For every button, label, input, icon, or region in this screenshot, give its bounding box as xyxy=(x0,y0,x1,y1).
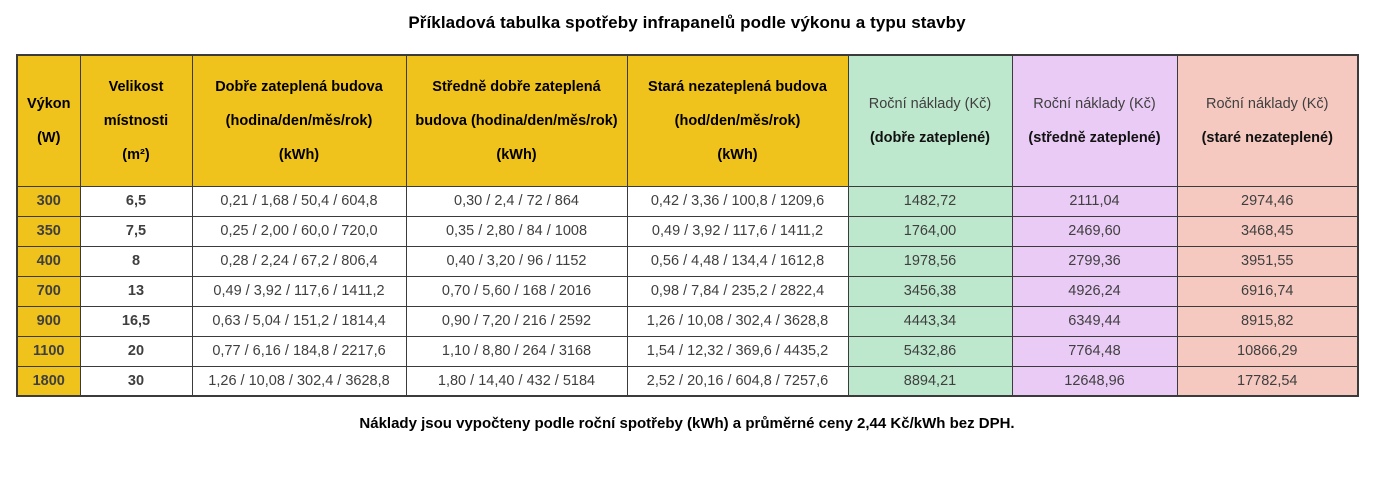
cell-consumption-medium: 0,40 / 3,20 / 96 / 1152 xyxy=(405,245,628,277)
footnote: Náklady jsou vypočteny podle roční spotř… xyxy=(359,415,1015,432)
cell-cost-old: 6916,74 xyxy=(1176,275,1359,307)
cell-cost-old: 10866,29 xyxy=(1176,335,1359,367)
consumption-table: Výkon (W) Velikost místnosti (m²) Dobře … xyxy=(16,54,1359,397)
header-line: Stará nezateplená budova xyxy=(648,78,827,95)
cell-consumption-well: 0,63 / 5,04 / 151,2 / 1814,4 xyxy=(191,305,407,337)
cell-consumption-well: 0,28 / 2,24 / 67,2 / 806,4 xyxy=(191,245,407,277)
header-line: (m²) xyxy=(122,146,150,163)
header-line: (dobře zateplené) xyxy=(869,129,991,146)
header-line: Roční náklady (Kč) xyxy=(1206,95,1329,112)
cell-room-size: 8 xyxy=(79,245,193,277)
cell-cost-old: 3951,55 xyxy=(1176,245,1359,277)
header-line: Dobře zateplená budova xyxy=(215,78,383,95)
cell-room-size: 16,5 xyxy=(79,305,193,337)
cell-consumption-old: 2,52 / 20,16 / 604,8 / 7257,6 xyxy=(626,365,849,397)
cell-room-size: 30 xyxy=(79,365,193,397)
header-line: (hod/den/měs/rok) xyxy=(674,112,801,129)
page-title: Příkladová tabulka spotřeby infrapanelů … xyxy=(408,13,966,32)
cell-consumption-medium: 1,10 / 8,80 / 264 / 3168 xyxy=(405,335,628,367)
header-row: Výkon (W) Velikost místnosti (m²) Dobře … xyxy=(16,54,1359,187)
cell-room-size: 20 xyxy=(79,335,193,367)
table-row: 1100 20 0,77 / 6,16 / 184,8 / 2217,6 1,1… xyxy=(16,335,1359,367)
cell-consumption-old: 0,49 / 3,92 / 117,6 / 1411,2 xyxy=(626,215,849,247)
cell-consumption-medium: 0,30 / 2,4 / 72 / 864 xyxy=(405,185,628,217)
cell-power: 700 xyxy=(16,275,81,307)
cell-consumption-medium: 0,35 / 2,80 / 84 / 1008 xyxy=(405,215,628,247)
header-line: (kWh) xyxy=(496,146,537,163)
cell-room-size: 6,5 xyxy=(79,185,193,217)
cell-consumption-medium: 1,80 / 14,40 / 432 / 5184 xyxy=(405,365,628,397)
cell-consumption-well: 0,49 / 3,92 / 117,6 / 1411,2 xyxy=(191,275,407,307)
cell-cost-medium: 2469,60 xyxy=(1011,215,1178,247)
header-cost-medium: Roční náklady (Kč) (středně zateplené) xyxy=(1011,54,1178,187)
cell-power: 1100 xyxy=(16,335,81,367)
cell-cost-well: 1978,56 xyxy=(847,245,1013,277)
cell-power: 1800 xyxy=(16,365,81,397)
header-cost-old: Roční náklady (Kč) (staré nezateplené) xyxy=(1176,54,1359,187)
cell-cost-old: 17782,54 xyxy=(1176,365,1359,397)
header-cost-well: Roční náklady (Kč) (dobře zateplené) xyxy=(847,54,1013,187)
cell-consumption-old: 0,56 / 4,48 / 134,4 / 1612,8 xyxy=(626,245,849,277)
cell-cost-medium: 7764,48 xyxy=(1011,335,1178,367)
cell-power: 350 xyxy=(16,215,81,247)
cell-cost-old: 2974,46 xyxy=(1176,185,1359,217)
cell-cost-medium: 4926,24 xyxy=(1011,275,1178,307)
cell-cost-well: 3456,38 xyxy=(847,275,1013,307)
header-room-size: Velikost místnosti (m²) xyxy=(79,54,193,187)
cell-cost-medium: 2799,36 xyxy=(1011,245,1178,277)
cell-consumption-well: 0,25 / 2,00 / 60,0 / 720,0 xyxy=(191,215,407,247)
table-row: 400 8 0,28 / 2,24 / 67,2 / 806,4 0,40 / … xyxy=(16,245,1359,277)
cell-cost-well: 1482,72 xyxy=(847,185,1013,217)
header-power: Výkon (W) xyxy=(16,54,81,187)
table-row: 700 13 0,49 / 3,92 / 117,6 / 1411,2 0,70… xyxy=(16,275,1359,307)
cell-cost-old: 3468,45 xyxy=(1176,215,1359,247)
cell-power: 900 xyxy=(16,305,81,337)
cell-consumption-well: 1,26 / 10,08 / 302,4 / 3628,8 xyxy=(191,365,407,397)
header-line: (kWh) xyxy=(278,146,320,163)
cell-consumption-medium: 0,90 / 7,20 / 216 / 2592 xyxy=(405,305,628,337)
cell-room-size: 7,5 xyxy=(79,215,193,247)
table-row: 1800 30 1,26 / 10,08 / 302,4 / 3628,8 1,… xyxy=(16,365,1359,397)
header-line: (W) xyxy=(37,129,61,146)
header-line: Roční náklady (Kč) xyxy=(1033,95,1156,112)
header-line: (středně zateplené) xyxy=(1028,129,1161,146)
header-old-uninsulated: Stará nezateplená budova (hod/den/měs/ro… xyxy=(626,54,849,187)
table-row: 300 6,5 0,21 / 1,68 / 50,4 / 604,8 0,30 … xyxy=(16,185,1359,217)
header-line: místnosti xyxy=(103,112,169,129)
cell-consumption-old: 0,42 / 3,36 / 100,8 / 1209,6 xyxy=(626,185,849,217)
header-medium-insulated: Středně dobře zateplená budova (hodina/d… xyxy=(405,54,628,187)
cell-consumption-old: 0,98 / 7,84 / 235,2 / 2822,4 xyxy=(626,275,849,307)
cell-cost-old: 8915,82 xyxy=(1176,305,1359,337)
header-line: (kWh) xyxy=(717,146,758,163)
cell-cost-well: 1764,00 xyxy=(847,215,1013,247)
header-line: Středně dobře zateplená xyxy=(432,78,601,95)
cell-consumption-medium: 0,70 / 5,60 / 168 / 2016 xyxy=(405,275,628,307)
cell-cost-medium: 2111,04 xyxy=(1011,185,1178,217)
cell-cost-well: 4443,34 xyxy=(847,305,1013,337)
header-line: (hodina/den/měs/rok) xyxy=(225,112,373,129)
header-well-insulated: Dobře zateplená budova (hodina/den/měs/r… xyxy=(191,54,407,187)
cell-power: 400 xyxy=(16,245,81,277)
header-line: Velikost xyxy=(108,78,164,95)
cell-consumption-well: 0,21 / 1,68 / 50,4 / 604,8 xyxy=(191,185,407,217)
header-line: (staré nezateplené) xyxy=(1201,129,1333,146)
cell-cost-well: 8894,21 xyxy=(847,365,1013,397)
cell-consumption-old: 1,26 / 10,08 / 302,4 / 3628,8 xyxy=(626,305,849,337)
cell-room-size: 13 xyxy=(79,275,193,307)
cell-consumption-old: 1,54 / 12,32 / 369,6 / 4435,2 xyxy=(626,335,849,367)
cell-cost-well: 5432,86 xyxy=(847,335,1013,367)
header-line: Výkon xyxy=(26,95,71,112)
header-line: Roční náklady (Kč) xyxy=(868,95,992,112)
cell-power: 300 xyxy=(16,185,81,217)
cell-consumption-well: 0,77 / 6,16 / 184,8 / 2217,6 xyxy=(191,335,407,367)
table-row: 900 16,5 0,63 / 5,04 / 151,2 / 1814,4 0,… xyxy=(16,305,1359,337)
cell-cost-medium: 12648,96 xyxy=(1011,365,1178,397)
table-row: 350 7,5 0,25 / 2,00 / 60,0 / 720,0 0,35 … xyxy=(16,215,1359,247)
cell-cost-medium: 6349,44 xyxy=(1011,305,1178,337)
header-line: budova (hodina/den/měs/rok) xyxy=(415,112,618,129)
